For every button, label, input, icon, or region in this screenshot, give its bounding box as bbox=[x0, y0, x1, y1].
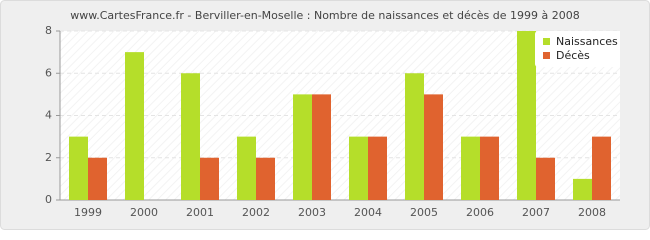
bar bbox=[181, 73, 200, 200]
x-tick-label: 2006 bbox=[466, 206, 494, 219]
x-tick-label: 1999 bbox=[74, 206, 102, 219]
bar bbox=[125, 52, 144, 200]
x-tick-label: 2004 bbox=[354, 206, 382, 219]
y-tick-label: 4 bbox=[45, 109, 52, 122]
bar bbox=[573, 178, 592, 200]
bar bbox=[349, 136, 368, 200]
bar bbox=[592, 136, 611, 200]
bar bbox=[69, 136, 88, 200]
bar bbox=[256, 157, 275, 200]
bar bbox=[88, 157, 107, 200]
x-tick-label: 2002 bbox=[242, 206, 270, 219]
bar bbox=[312, 94, 331, 200]
y-tick-label: 8 bbox=[45, 24, 52, 37]
bar bbox=[517, 31, 536, 200]
x-tick-label: 2008 bbox=[578, 206, 606, 219]
bar bbox=[200, 157, 219, 200]
y-tick-label: 6 bbox=[45, 66, 52, 79]
legend-label: Décès bbox=[556, 49, 590, 62]
x-tick-label: 2000 bbox=[130, 206, 158, 219]
chart: www.CartesFrance.fr - Berviller-en-Mosel… bbox=[0, 0, 650, 230]
y-tick-label: 2 bbox=[45, 151, 52, 164]
bar bbox=[237, 136, 256, 200]
bar bbox=[405, 73, 424, 200]
legend-swatch bbox=[543, 52, 550, 59]
legend-swatch bbox=[543, 38, 550, 45]
bar bbox=[480, 136, 499, 200]
bar bbox=[424, 94, 443, 200]
x-tick-label: 2001 bbox=[186, 206, 214, 219]
chart-title: www.CartesFrance.fr - Berviller-en-Mosel… bbox=[70, 9, 580, 22]
bar bbox=[368, 136, 387, 200]
legend-label: Naissances bbox=[556, 35, 618, 48]
x-tick-label: 2007 bbox=[522, 206, 550, 219]
bar bbox=[461, 136, 480, 200]
bar bbox=[293, 94, 312, 200]
legend-box bbox=[535, 31, 620, 67]
x-tick-label: 2005 bbox=[410, 206, 438, 219]
bar bbox=[536, 157, 555, 200]
x-tick-label: 2003 bbox=[298, 206, 326, 219]
y-tick-label: 0 bbox=[45, 193, 52, 206]
